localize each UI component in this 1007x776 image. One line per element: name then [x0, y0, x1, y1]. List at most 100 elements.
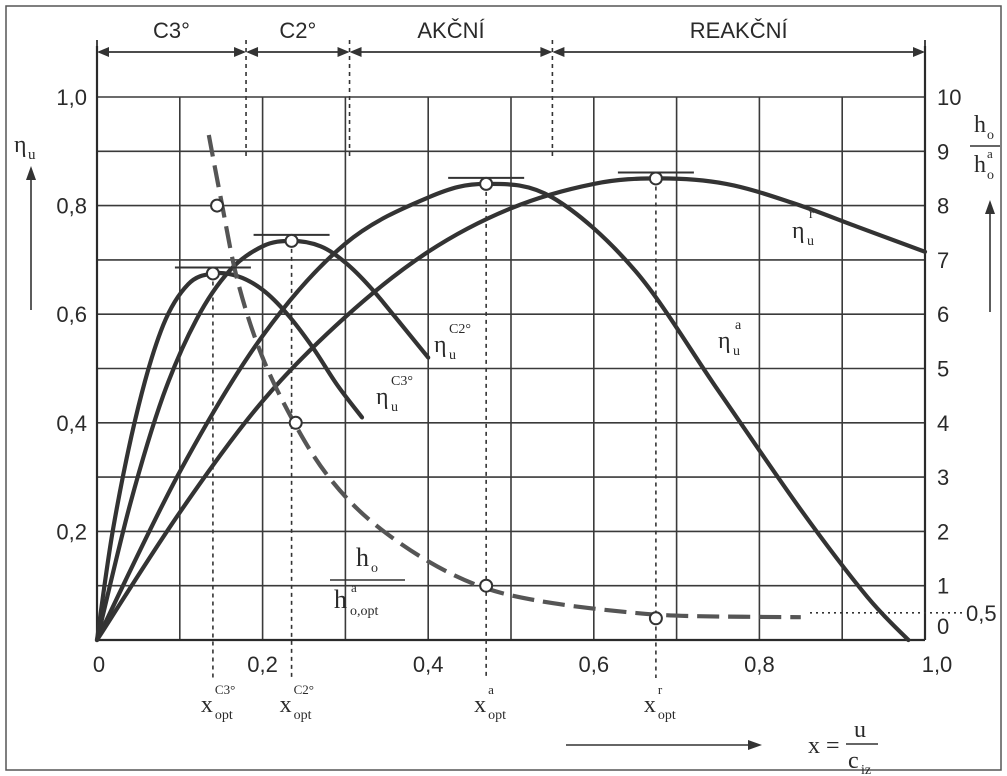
x-tick-label: 1,0 [922, 652, 953, 677]
region-arrow-left-icon [552, 47, 565, 57]
region-label: C3° [153, 18, 190, 43]
y-left-tick-labels: 0,2 0,4 0,6 0,8 1,0 [56, 85, 87, 544]
point-marker [205, 266, 220, 281]
series-line-h [206, 134, 801, 620]
y-right-tick-label: 9 [937, 139, 949, 164]
x-tick-label: 0,4 [413, 652, 444, 677]
y-left-arrowhead-icon [26, 166, 36, 180]
region-arrow-right-icon [234, 47, 247, 57]
svg-text:u: u [854, 717, 866, 743]
y-left-tick-label: 0,8 [56, 194, 87, 219]
y-left-label-base: η [14, 132, 27, 158]
region-arrow-left-icon [97, 47, 109, 57]
x-opt-sup: r [658, 682, 663, 697]
point-markers [174, 171, 694, 626]
x-opt-base: x [280, 692, 292, 718]
point-marker [479, 578, 494, 593]
y-right-tick-label: 7 [937, 248, 949, 273]
svg-text:a: a [351, 580, 357, 595]
x-opt-base: x [201, 692, 213, 718]
svg-text:η: η [434, 332, 447, 358]
svg-text:c: c [848, 748, 859, 774]
point-marker [288, 415, 303, 430]
x-opt-sub: opt [294, 708, 312, 723]
region-arrow-right-icon [540, 47, 553, 57]
svg-text:h: h [356, 543, 369, 572]
y-right-tick-label: 8 [937, 194, 949, 219]
region-label: REAKČNÍ [690, 18, 789, 43]
region-bar: C3° C2° AKČNÍ REAKČNÍ [96, 18, 926, 157]
axes [95, 46, 927, 642]
series-line-a [94, 181, 911, 643]
y-left-tick-label: 0,6 [56, 302, 87, 327]
y-right-tick-label: 2 [937, 519, 949, 544]
y-left-tick-label: 0,2 [56, 519, 87, 544]
y-right-tick-labels: 0 1 2 3 4 5 6 7 8 9 10 [937, 85, 961, 639]
x-opt-label: x opt r [644, 682, 676, 723]
y-right-arrowhead-icon [985, 200, 995, 214]
label-eta-c2: η u C2° [434, 322, 471, 363]
label-eta-c3: η u C3° [376, 374, 413, 415]
point-marker [479, 176, 494, 191]
svg-text:u: u [733, 344, 740, 359]
region-arrow-left-icon [246, 47, 259, 57]
label-eta-a: η u a [718, 318, 742, 359]
y-right-tick-label: 1 [937, 574, 949, 599]
x-tick-label: 0 [93, 652, 105, 677]
region-label: C2° [279, 18, 316, 43]
y-right-label-den-sub: o [987, 168, 994, 183]
svg-text:η: η [376, 384, 389, 410]
point-marker [648, 611, 663, 626]
y-right-tick-label: 4 [937, 411, 949, 436]
x-opt-base: x [474, 692, 486, 718]
region-arrow-right-icon [337, 47, 350, 57]
x-arrowhead-icon [748, 740, 762, 750]
y-right-label-num-base: h [974, 112, 986, 138]
region-arrow-left-icon [349, 47, 362, 57]
svg-text:C3°: C3° [391, 374, 413, 389]
series-line-r [94, 176, 928, 643]
point-marker [210, 198, 225, 213]
x-opt-lines [212, 178, 657, 678]
y-right-axis-label: h o h o a [970, 112, 1000, 312]
x-opt-sup: a [488, 682, 494, 697]
x-opt-base: x [644, 692, 656, 718]
svg-text:h: h [334, 585, 347, 614]
svg-text:C2°: C2° [449, 322, 471, 337]
x-tick-label: 0,2 [247, 652, 278, 677]
point-marker [648, 171, 663, 186]
reference-label: 0,5 [966, 601, 997, 626]
x-opt-sub: opt [488, 708, 506, 723]
y-left-tick-label: 0,4 [56, 411, 87, 436]
y-right-label-den-base: h [974, 152, 986, 178]
label-h-ratio: h o h o,opt a [330, 543, 405, 619]
svg-text:η: η [792, 218, 805, 244]
y-right-label-num-sub: o [987, 128, 994, 143]
y-right-tick-label: 6 [937, 302, 949, 327]
svg-text:η: η [718, 328, 731, 354]
reference-line-05: 0,5 [810, 601, 997, 626]
x-axis-label: x = u c iz [566, 717, 878, 776]
y-right-tick-label: 3 [937, 465, 949, 490]
x-opt-sub: opt [658, 708, 676, 723]
x-tick-labels: 0 0,2 0,4 0,6 0,8 1,0 [93, 652, 952, 677]
svg-text:x =: x = [808, 733, 840, 759]
y-right-tick-label: 10 [937, 85, 961, 110]
svg-text:u: u [391, 400, 398, 415]
x-opt-label: x opt C3° [201, 682, 235, 723]
y-right-tick-label: 5 [937, 357, 949, 382]
y-right-label-den-sup: a [987, 146, 993, 161]
label-eta-r: η u r [792, 207, 814, 249]
outer-frame [5, 5, 1002, 771]
x-tick-label: 0,8 [744, 652, 775, 677]
x-opt-sup: C3° [215, 682, 235, 697]
region-label: AKČNÍ [417, 18, 485, 43]
y-right-tick-label: 0 [937, 614, 949, 639]
series-labels: η u r η u a η u C2° η u C3° h o h o,opt … [330, 207, 814, 619]
y-left-tick-label: 1,0 [56, 85, 87, 110]
svg-text:u: u [449, 348, 456, 363]
svg-text:o,opt: o,opt [350, 604, 379, 619]
x-tick-label: 0,6 [579, 652, 610, 677]
